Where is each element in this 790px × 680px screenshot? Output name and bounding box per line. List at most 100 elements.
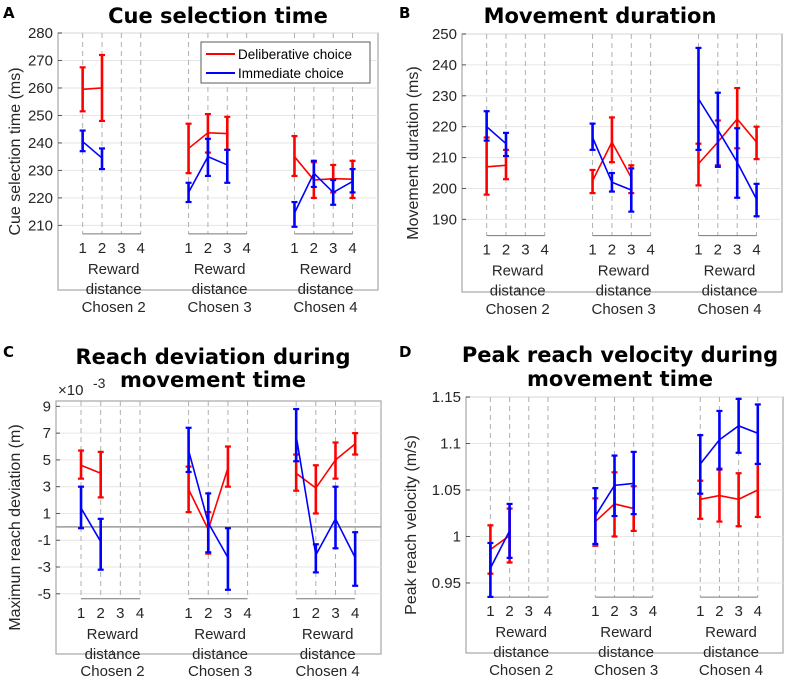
y-tick-label: 250 <box>28 107 53 124</box>
deliberative-series <box>697 462 761 528</box>
reward-tick-label: 4 <box>752 242 760 259</box>
reward-tick-label: 2 <box>505 603 513 620</box>
deliberative-error-bar <box>99 53 105 123</box>
reward-tick-label: 1 <box>591 603 599 620</box>
reward-tick-label: 1 <box>588 242 596 259</box>
y-axis-label: Peak reach velocity (m/s) <box>403 435 420 615</box>
group-label: Chosen 2 <box>80 663 144 680</box>
y-tick-label: 280 <box>28 25 53 42</box>
panel-title: Cue selection time <box>108 4 328 28</box>
reward-tick-label: 3 <box>521 242 529 259</box>
y-tick-label: 240 <box>28 135 53 152</box>
reward-axis-label: distance <box>192 646 248 663</box>
reward-tick-label: 1 <box>292 605 300 622</box>
reward-tick-label: 2 <box>98 240 106 257</box>
legend: Deliberative choice Immediate choice <box>200 41 371 84</box>
immediate-error-bar <box>352 531 359 587</box>
group-label: Chosen 3 <box>187 299 251 316</box>
deliberative-series <box>78 449 104 499</box>
y-tick-label: 7 <box>43 425 51 442</box>
reward-tick-label: 1 <box>694 242 702 259</box>
deliberative-series <box>79 53 105 123</box>
reward-tick-label: 3 <box>525 603 533 620</box>
immediate-error-bar <box>332 485 339 550</box>
group-label: Chosen 3 <box>188 663 252 680</box>
deliberative-error-bar <box>291 134 298 178</box>
immediate-error-bar <box>310 159 317 189</box>
immediate-series <box>78 485 104 571</box>
reward-axis-label: Reward <box>194 261 246 278</box>
reward-axis-label: Reward <box>705 624 757 641</box>
group-label: Chosen 4 <box>699 662 763 679</box>
immediate-error-bar <box>312 543 319 574</box>
y-axis-label: Maximun reach deviation (m) <box>7 424 24 630</box>
legend-label: Immediate choice <box>238 66 344 81</box>
deliberative-series <box>185 112 231 175</box>
group-label: Chosen 4 <box>293 299 357 316</box>
reward-tick-label: 3 <box>331 605 339 622</box>
deliberative-mean-line <box>700 489 759 501</box>
deliberative-error-bar <box>79 66 86 113</box>
reward-axis-label: Reward <box>300 261 352 278</box>
immediate-series <box>293 407 359 587</box>
y-tick-label: 270 <box>28 52 53 69</box>
reward-tick-label: 1 <box>482 242 490 259</box>
reward-tick-label: 2 <box>502 242 510 259</box>
deliberative-error-bar <box>589 168 596 195</box>
reward-axis-label: Reward <box>302 626 354 643</box>
reward-axis-label: Reward <box>704 263 756 280</box>
immediate-error-bar <box>695 46 702 151</box>
y-tick-label: 5 <box>43 452 51 469</box>
deliberative-mean-line <box>697 117 758 165</box>
reward-axis-label: distance <box>85 646 141 663</box>
immediate-series <box>487 502 513 599</box>
immediate-error-bar <box>330 178 337 206</box>
reward-tick-label: 3 <box>117 240 125 257</box>
y-tick-label: 220 <box>432 119 457 136</box>
immediate-error-bar <box>483 110 490 142</box>
reward-tick-label: 4 <box>137 240 145 257</box>
deliberative-error-bar <box>312 464 319 515</box>
reward-tick-label: 4 <box>541 242 549 259</box>
reward-tick-label: 1 <box>77 605 85 622</box>
group-label: Chosen 2 <box>489 662 553 679</box>
reward-tick-label: 3 <box>627 242 635 259</box>
immediate-error-bar <box>506 502 513 559</box>
reward-tick-label: 2 <box>204 605 212 622</box>
immediate-mean-line <box>295 435 356 559</box>
deliberative-error-bar <box>224 445 231 488</box>
reward-tick-label: 2 <box>608 242 616 259</box>
immediate-error-bar <box>697 434 704 495</box>
immediate-error-bar <box>608 171 615 193</box>
y-tick-label: 230 <box>28 162 53 179</box>
axes-box <box>465 396 784 654</box>
deliberative-error-bar <box>753 125 760 161</box>
immediate-error-bar <box>503 131 509 158</box>
reward-tick-label: 3 <box>329 240 337 257</box>
y-tick-label: 1.15 <box>432 389 461 406</box>
axis-multiplier-exponent: -3 <box>93 375 106 391</box>
immediate-error-bar <box>204 137 211 178</box>
immediate-error-bar <box>734 127 741 199</box>
immediate-error-bar <box>716 409 723 471</box>
panel-b: B Movement duration 190 200 210 220 230 240 250 M… <box>399 4 783 318</box>
reward-tick-label: 2 <box>714 242 722 259</box>
immediate-mean-line <box>697 98 758 200</box>
y-tick-label: 0.95 <box>432 575 461 592</box>
y-tick-label: 260 <box>28 80 53 97</box>
panel-letter: C <box>3 343 14 361</box>
reward-tick-label: 3 <box>734 603 742 620</box>
immediate-series <box>291 159 356 228</box>
deliberative-error-bar <box>352 432 359 456</box>
reward-tick-label: 3 <box>116 605 124 622</box>
immediate-error-bar <box>349 167 356 194</box>
